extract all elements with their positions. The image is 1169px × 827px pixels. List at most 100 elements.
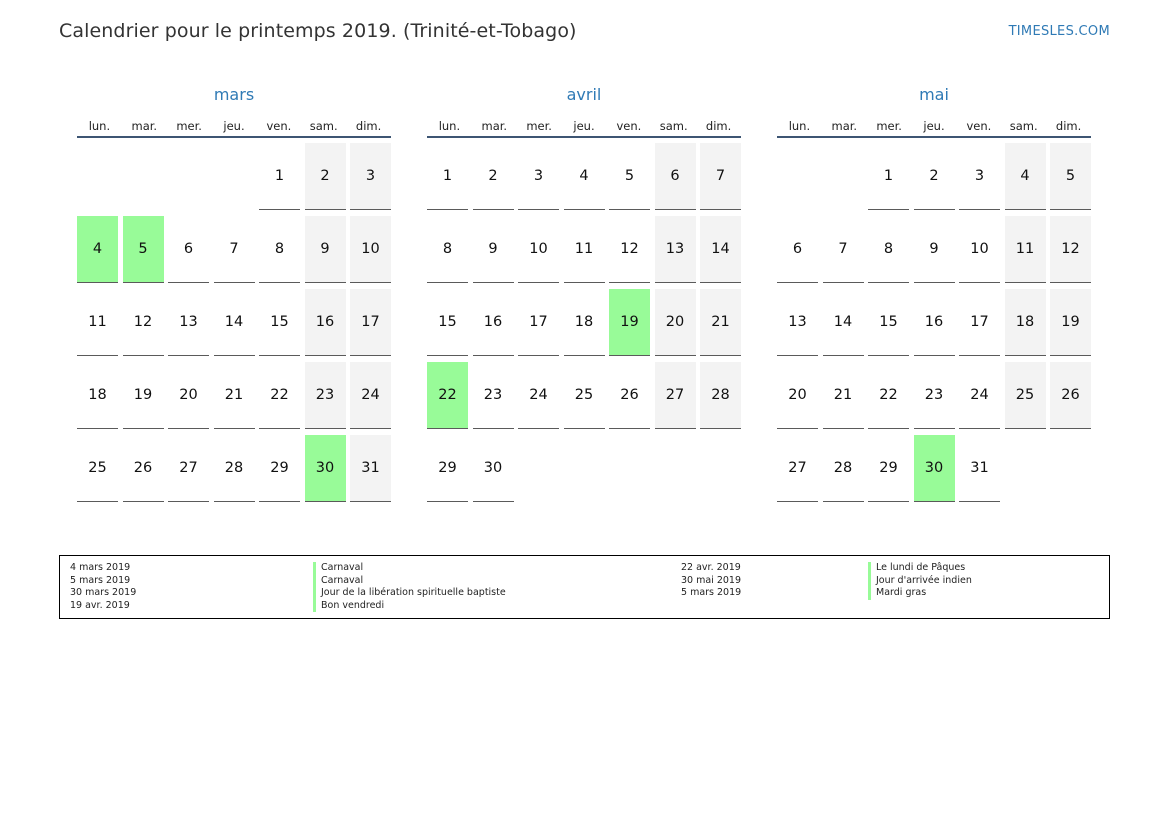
day-cell[interactable]: 7 xyxy=(700,143,741,210)
day-cell[interactable]: 15 xyxy=(868,289,909,356)
day-cell[interactable]: 23 xyxy=(913,362,955,429)
day-cell[interactable]: 11 xyxy=(563,216,605,283)
day-cell[interactable]: 28 xyxy=(822,435,864,502)
day-cell[interactable]: 27 xyxy=(654,362,696,429)
day-cell[interactable]: 11 xyxy=(77,289,118,356)
day-cell[interactable]: 16 xyxy=(913,289,955,356)
day-cell[interactable]: 25 xyxy=(1004,362,1046,429)
day-cell[interactable]: 12 xyxy=(1050,216,1091,283)
day-cell[interactable]: 20 xyxy=(654,289,696,356)
legend-date: 30 mars 2019 xyxy=(70,587,137,598)
day-cell[interactable]: 7 xyxy=(213,216,255,283)
day-cell[interactable]: 29 xyxy=(259,435,300,502)
day-cell[interactable]: 13 xyxy=(168,289,209,356)
day-cell[interactable]: 9 xyxy=(913,216,955,283)
day-cell[interactable]: 21 xyxy=(700,289,741,356)
day-cell[interactable]: 13 xyxy=(777,289,818,356)
day-cell[interactable]: 19 xyxy=(1050,289,1091,356)
day-cell[interactable]: 3 xyxy=(518,143,559,210)
day-cell[interactable]: 26 xyxy=(122,435,164,502)
day-cell[interactable]: 16 xyxy=(472,289,514,356)
day-cell[interactable]: 31 xyxy=(350,435,391,502)
day-cell[interactable]: 25 xyxy=(77,435,118,502)
day-cell[interactable]: 5 xyxy=(1050,143,1091,210)
holiday-day-cell[interactable]: 19 xyxy=(609,289,650,356)
day-cell[interactable]: 14 xyxy=(822,289,864,356)
day-cell[interactable]: 13 xyxy=(654,216,696,283)
holiday-day-cell[interactable]: 5 xyxy=(122,216,164,283)
day-cell[interactable]: 18 xyxy=(77,362,118,429)
day-cell[interactable]: 7 xyxy=(822,216,864,283)
legend-date: 5 mars 2019 xyxy=(70,574,131,586)
day-cell[interactable]: 2 xyxy=(913,143,955,210)
day-cell[interactable]: 5 xyxy=(609,143,650,210)
day-cell[interactable]: 28 xyxy=(700,362,741,429)
holiday-day-cell[interactable]: 30 xyxy=(304,435,346,502)
day-cell[interactable]: 4 xyxy=(563,143,605,210)
day-cell[interactable]: 9 xyxy=(472,216,514,283)
day-cell[interactable]: 6 xyxy=(777,216,818,283)
day-cell[interactable]: 3 xyxy=(959,143,1000,210)
day-cell[interactable]: 14 xyxy=(700,216,741,283)
day-grid: 1 2 3 4 5 6 7 8 9 10 11 12 13 14 15 16 17 18 19 20 21 22 23 24 2… xyxy=(427,138,745,503)
day-cell[interactable]: 27 xyxy=(777,435,818,502)
day-cell[interactable]: 23 xyxy=(472,362,514,429)
day-cell[interactable]: 24 xyxy=(518,362,559,429)
day-cell[interactable]: 15 xyxy=(259,289,300,356)
day-cell[interactable]: 16 xyxy=(304,289,346,356)
day-cell[interactable]: 29 xyxy=(868,435,909,502)
day-cell[interactable]: 18 xyxy=(1004,289,1046,356)
day-cell[interactable]: 25 xyxy=(563,362,605,429)
day-cell[interactable]: 21 xyxy=(822,362,864,429)
day-cell[interactable]: 14 xyxy=(213,289,255,356)
day-cell[interactable]: 20 xyxy=(777,362,818,429)
day-cell[interactable]: 27 xyxy=(168,435,209,502)
day-cell[interactable]: 6 xyxy=(168,216,209,283)
weekday-label: mar. xyxy=(831,119,858,133)
holiday-day-cell[interactable]: 22 xyxy=(427,362,468,429)
holiday-day-cell[interactable]: 4 xyxy=(77,216,118,283)
day-cell[interactable]: 22 xyxy=(868,362,909,429)
day-cell[interactable]: 2 xyxy=(304,143,346,210)
weekday-header: lun. mar. mer. jeu. ven. sam. dim. xyxy=(427,108,741,138)
day-cell[interactable]: 3 xyxy=(350,143,391,210)
day-cell[interactable]: 12 xyxy=(609,216,650,283)
day-cell[interactable]: 19 xyxy=(122,362,164,429)
weekday-label: ven. xyxy=(616,119,642,133)
day-cell[interactable]: 29 xyxy=(427,435,468,502)
day-cell[interactable]: 17 xyxy=(959,289,1000,356)
day-cell[interactable]: 26 xyxy=(609,362,650,429)
day-cell[interactable]: 2 xyxy=(472,143,514,210)
day-cell[interactable]: 17 xyxy=(350,289,391,356)
day-cell[interactable]: 10 xyxy=(518,216,559,283)
brand-link[interactable]: TIMESLES.COM xyxy=(1008,24,1110,39)
weekday-label: mer. xyxy=(176,119,202,133)
holiday-day-cell[interactable]: 30 xyxy=(913,435,955,502)
day-cell[interactable]: 11 xyxy=(1004,216,1046,283)
day-cell[interactable]: 18 xyxy=(563,289,605,356)
day-cell[interactable]: 10 xyxy=(350,216,391,283)
day-cell[interactable]: 21 xyxy=(213,362,255,429)
day-cell[interactable]: 24 xyxy=(959,362,1000,429)
day-cell[interactable]: 6 xyxy=(654,143,696,210)
day-cell[interactable]: 1 xyxy=(427,143,468,210)
day-cell[interactable]: 10 xyxy=(959,216,1000,283)
day-cell[interactable]: 17 xyxy=(518,289,559,356)
day-cell[interactable]: 15 xyxy=(427,289,468,356)
day-cell[interactable]: 22 xyxy=(259,362,300,429)
day-cell[interactable]: 8 xyxy=(427,216,468,283)
day-cell[interactable]: 4 xyxy=(1004,143,1046,210)
day-cell[interactable]: 12 xyxy=(122,289,164,356)
day-cell[interactable]: 28 xyxy=(213,435,255,502)
day-cell[interactable]: 1 xyxy=(259,143,300,210)
day-cell[interactable]: 8 xyxy=(868,216,909,283)
day-cell[interactable]: 30 xyxy=(472,435,514,502)
day-cell[interactable]: 9 xyxy=(304,216,346,283)
day-cell[interactable]: 24 xyxy=(350,362,391,429)
day-cell[interactable]: 23 xyxy=(304,362,346,429)
day-cell[interactable]: 8 xyxy=(259,216,300,283)
day-cell[interactable]: 1 xyxy=(868,143,909,210)
day-cell[interactable]: 31 xyxy=(959,435,1000,502)
day-cell[interactable]: 20 xyxy=(168,362,209,429)
day-cell[interactable]: 26 xyxy=(1050,362,1091,429)
